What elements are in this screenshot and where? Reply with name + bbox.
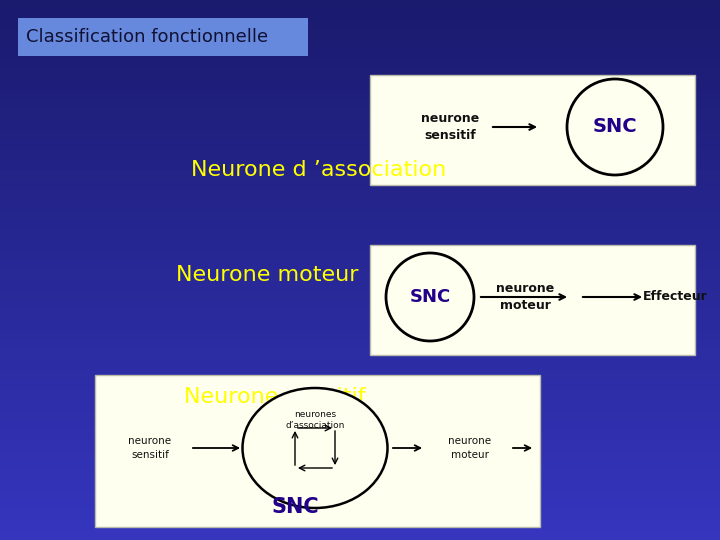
Bar (0, 360, 720, 370)
Text: neurones
d’association: neurones d’association (285, 410, 345, 430)
Bar (0, 350, 720, 360)
Bar (0, 310, 720, 320)
Bar (0, 250, 720, 260)
Ellipse shape (243, 388, 387, 508)
Bar (0, 380, 720, 390)
Bar (0, 330, 720, 340)
FancyBboxPatch shape (370, 75, 695, 185)
Bar (0, 200, 720, 210)
Bar (0, 150, 720, 160)
Bar (0, 450, 720, 460)
Bar (0, 270, 720, 280)
Bar (0, 110, 720, 120)
Text: neurone
sensitif: neurone sensitif (128, 436, 171, 460)
Bar (0, 50, 720, 60)
Bar (0, 280, 720, 290)
Text: Neurone moteur: Neurone moteur (176, 265, 359, 286)
Bar (0, 500, 720, 510)
Text: SNC: SNC (593, 118, 637, 137)
Bar (0, 170, 720, 180)
Bar (0, 70, 720, 80)
Bar (0, 120, 720, 130)
Text: SNC: SNC (271, 497, 319, 517)
Text: Effecteur: Effecteur (643, 291, 707, 303)
Bar (0, 460, 720, 470)
Text: neurone
moteur: neurone moteur (449, 436, 492, 460)
Bar (0, 90, 720, 100)
Text: neurone
sensitif: neurone sensitif (421, 112, 479, 142)
Bar (0, 100, 720, 110)
Bar (0, 190, 720, 200)
Text: SNC: SNC (410, 288, 451, 306)
Bar (0, 20, 720, 30)
Bar (0, 480, 720, 490)
Bar (0, 140, 720, 150)
Bar (0, 60, 720, 70)
Bar (0, 410, 720, 420)
FancyBboxPatch shape (370, 245, 695, 355)
Text: Classification fonctionnelle: Classification fonctionnelle (26, 28, 268, 46)
Bar (0, 220, 720, 230)
Bar (0, 260, 720, 270)
Bar (0, 10, 720, 20)
Bar (0, 340, 720, 350)
Bar (0, 530, 720, 540)
Bar (0, 30, 720, 40)
Bar (0, 130, 720, 140)
Bar (0, 400, 720, 410)
Bar (0, 320, 720, 330)
Bar (0, 440, 720, 450)
Text: neurone
moteur: neurone moteur (496, 282, 554, 312)
Bar (0, 430, 720, 440)
Bar (0, 420, 720, 430)
Bar (0, 160, 720, 170)
Bar (0, 490, 720, 500)
Bar (0, 300, 720, 310)
FancyBboxPatch shape (95, 375, 540, 527)
Bar (0, 230, 720, 240)
Bar (0, 370, 720, 380)
Text: Neurone sensitif: Neurone sensitif (184, 387, 365, 407)
Bar (0, 520, 720, 530)
Bar (0, 240, 720, 250)
FancyBboxPatch shape (18, 18, 308, 56)
Bar (0, 470, 720, 480)
Bar (0, 290, 720, 300)
Circle shape (386, 253, 474, 341)
Text: Neurone d ’association: Neurone d ’association (191, 160, 446, 180)
Bar (0, 40, 720, 50)
Circle shape (567, 79, 663, 175)
Bar (0, 180, 720, 190)
Bar (0, 210, 720, 220)
Bar (0, 80, 720, 90)
Bar (0, 0, 720, 10)
Bar (0, 510, 720, 520)
Bar (0, 390, 720, 400)
